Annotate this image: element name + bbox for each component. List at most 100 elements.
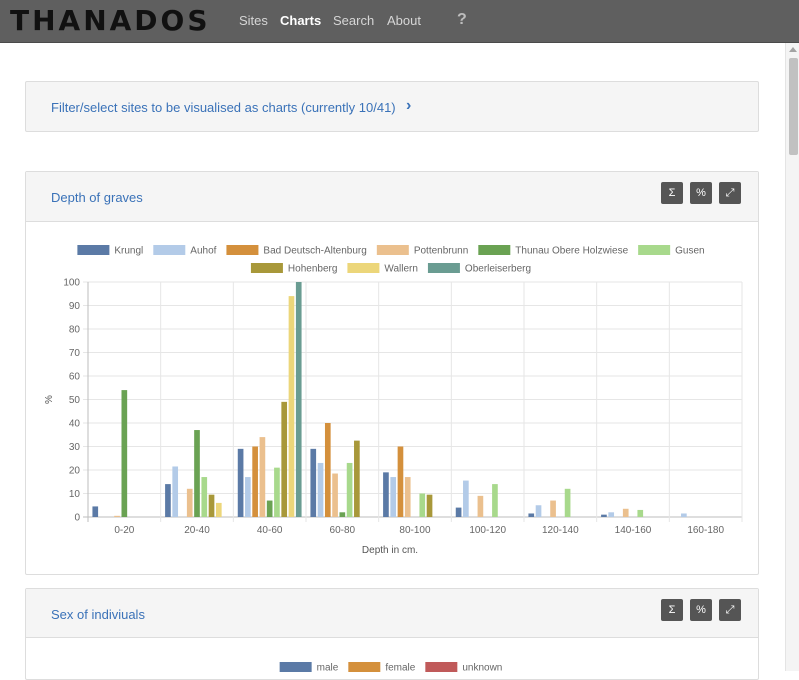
help-icon[interactable]: ? bbox=[457, 11, 467, 28]
bar[interactable] bbox=[528, 513, 535, 517]
brand-logo[interactable]: THANADOS bbox=[10, 4, 211, 37]
scroll-thumb[interactable] bbox=[789, 58, 798, 155]
legend-swatch[interactable] bbox=[250, 263, 283, 273]
x-tick-label: 140-160 bbox=[615, 525, 652, 536]
x-tick-label: 20-40 bbox=[184, 525, 210, 536]
bar[interactable] bbox=[419, 493, 426, 518]
y-tick-label: 60 bbox=[69, 372, 81, 383]
depth-chart: Krungl Auhof Bad Deutsch-Altenburg Pottenbr… bbox=[44, 245, 743, 556]
percent-button[interactable]: % bbox=[690, 599, 712, 621]
legend-swatch[interactable] bbox=[427, 263, 460, 273]
legend-label[interactable]: Auhof bbox=[190, 246, 216, 257]
bar[interactable] bbox=[622, 508, 629, 517]
legend-label[interactable]: Thunau Obere Holzwiese bbox=[515, 246, 628, 257]
bar[interactable] bbox=[463, 480, 469, 517]
depth-panel-header: Depth of graves Σ % ⤢ bbox=[26, 172, 758, 222]
bar[interactable] bbox=[354, 440, 360, 517]
nav-charts[interactable]: Charts bbox=[280, 13, 322, 28]
bar[interactable] bbox=[215, 502, 222, 517]
bar[interactable] bbox=[324, 423, 331, 517]
expand-icon[interactable]: ⤢ bbox=[719, 182, 741, 204]
bar[interactable] bbox=[259, 437, 266, 517]
bar[interactable] bbox=[681, 513, 687, 517]
legend-swatch[interactable] bbox=[348, 662, 381, 672]
legend-swatch[interactable] bbox=[279, 662, 312, 672]
bar[interactable] bbox=[172, 466, 179, 517]
y-tick-label: 80 bbox=[69, 325, 81, 336]
legend-label[interactable]: unknown bbox=[462, 663, 502, 674]
legend-swatch[interactable] bbox=[226, 245, 259, 255]
x-tick-label: 80-100 bbox=[399, 525, 431, 536]
depth-chart-panel: Depth of graves Σ % ⤢ Krungl Auhof Bad Deu… bbox=[25, 171, 759, 575]
legend-swatch[interactable] bbox=[478, 245, 511, 255]
scroll-up-arrow-icon[interactable] bbox=[789, 47, 797, 52]
bar[interactable] bbox=[397, 446, 404, 518]
bar[interactable] bbox=[339, 512, 346, 517]
sum-button[interactable]: Σ bbox=[661, 182, 683, 204]
bar[interactable] bbox=[477, 495, 484, 517]
expand-icon[interactable]: ⤢ bbox=[719, 599, 741, 621]
bar[interactable] bbox=[252, 446, 258, 518]
legend-label[interactable]: Krungl bbox=[114, 246, 143, 257]
bar[interactable] bbox=[390, 477, 397, 517]
bar[interactable] bbox=[550, 500, 556, 517]
chevron-right-icon[interactable]: › bbox=[406, 97, 412, 114]
bar[interactable] bbox=[637, 509, 644, 517]
bar[interactable] bbox=[121, 390, 128, 517]
nav-sites[interactable]: Sites bbox=[239, 13, 268, 28]
bar[interactable] bbox=[266, 500, 273, 517]
filter-sites-link[interactable]: Filter/select sites to be visualised as … bbox=[51, 100, 396, 115]
bar[interactable] bbox=[295, 282, 302, 517]
bar[interactable] bbox=[288, 296, 295, 517]
legend-swatch[interactable] bbox=[347, 263, 380, 273]
bar[interactable] bbox=[114, 515, 120, 517]
percent-button[interactable]: % bbox=[690, 182, 712, 204]
legend-label[interactable]: male bbox=[317, 663, 339, 674]
bar[interactable] bbox=[383, 472, 389, 517]
legend-swatch[interactable] bbox=[638, 245, 671, 255]
bar[interactable] bbox=[332, 473, 338, 517]
sex-legend: male female unknown bbox=[279, 662, 502, 674]
nav-search[interactable]: Search bbox=[333, 13, 375, 28]
y-tick-label: 40 bbox=[69, 419, 81, 430]
legend-label[interactable]: female bbox=[385, 663, 415, 674]
bar[interactable] bbox=[201, 477, 208, 517]
sum-button[interactable]: Σ bbox=[661, 599, 683, 621]
bar[interactable] bbox=[608, 512, 615, 517]
bar[interactable] bbox=[601, 514, 607, 517]
legend-label[interactable]: Gusen bbox=[675, 246, 704, 257]
page-scrollbar[interactable] bbox=[785, 43, 799, 671]
legend-label[interactable]: Bad Deutsch-Altenburg bbox=[263, 246, 366, 257]
bar[interactable] bbox=[274, 467, 280, 517]
bar[interactable] bbox=[310, 448, 317, 517]
bar[interactable] bbox=[346, 462, 353, 517]
bar[interactable] bbox=[194, 430, 200, 517]
legend-label[interactable]: Wallern bbox=[384, 264, 418, 275]
bar[interactable] bbox=[535, 505, 542, 517]
nav-about[interactable]: About bbox=[387, 13, 421, 28]
legend-swatch[interactable] bbox=[153, 245, 186, 255]
legend-label[interactable]: Pottenbrunn bbox=[414, 246, 469, 257]
legend-label[interactable]: Hohenberg bbox=[288, 264, 337, 275]
bar[interactable] bbox=[455, 507, 462, 517]
bar[interactable] bbox=[404, 477, 411, 517]
legend-label[interactable]: Oberleiserberg bbox=[465, 264, 531, 275]
bar[interactable] bbox=[92, 506, 99, 517]
bar[interactable] bbox=[426, 494, 433, 517]
bar[interactable] bbox=[281, 401, 288, 517]
x-tick-label: 60-80 bbox=[330, 525, 356, 536]
bar[interactable] bbox=[564, 488, 571, 517]
bar[interactable] bbox=[165, 484, 171, 517]
legend-swatch[interactable] bbox=[376, 245, 409, 255]
legend-swatch[interactable] bbox=[425, 662, 458, 672]
bar[interactable] bbox=[317, 462, 324, 517]
bar[interactable] bbox=[208, 494, 215, 517]
bar[interactable] bbox=[237, 448, 244, 517]
sex-chart-panel: Sex of indiviuals Σ % ⤢ male female unknow… bbox=[25, 588, 759, 680]
bar[interactable] bbox=[245, 477, 251, 517]
y-tick-label: 0 bbox=[74, 513, 80, 524]
y-axis-title: % bbox=[44, 395, 55, 404]
bar[interactable] bbox=[186, 488, 193, 517]
bar[interactable] bbox=[492, 484, 498, 517]
legend-swatch[interactable] bbox=[77, 245, 110, 255]
